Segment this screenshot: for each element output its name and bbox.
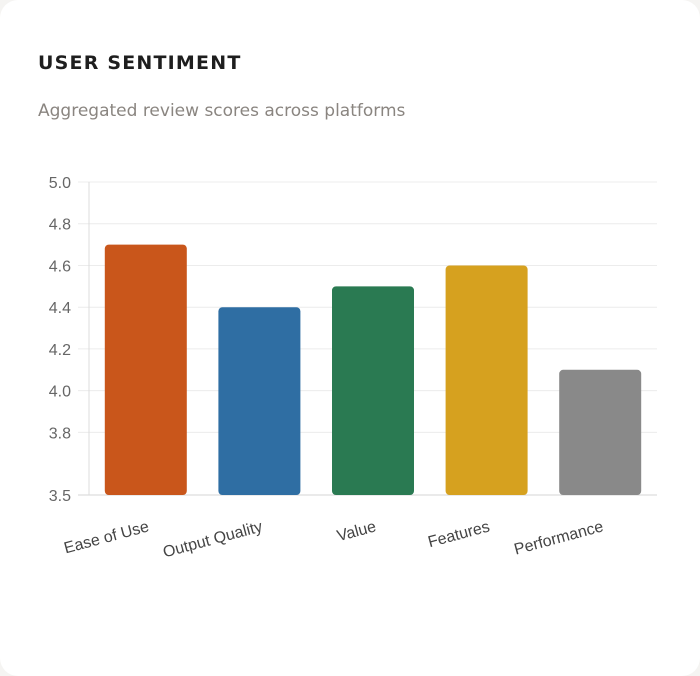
card-subtitle: Aggregated review scores across platform… [38, 101, 406, 121]
y-tick-label: 4.6 [49, 258, 71, 275]
x-category-label: Output Quality [161, 518, 264, 561]
y-tick-label: 5.0 [49, 175, 71, 192]
bars [104, 244, 642, 495]
x-axis-categories: Ease of Use Output Quality Value Features Pe… [62, 518, 605, 561]
x-category-label: Value [335, 518, 378, 545]
bar-features [445, 265, 528, 495]
x-category-label: Ease of Use [62, 518, 151, 557]
y-axis-ticks: 5.0 4.8 4.6 4.4 4.2 4.0 3.8 3.5 [49, 175, 71, 505]
bar-performance [559, 369, 642, 495]
bar-output-quality [218, 307, 301, 495]
x-category-label: Features [426, 518, 491, 551]
card-title: USER SENTIMENT [38, 52, 242, 74]
x-category-label: Performance [512, 518, 605, 558]
bar-value [332, 286, 414, 495]
y-tick-label: 4.2 [49, 342, 71, 359]
bar-ease-of-use [104, 244, 187, 495]
y-tick-label: 4.0 [49, 384, 71, 401]
y-tick-label: 3.8 [49, 425, 71, 442]
y-tick-label: 3.5 [49, 488, 71, 505]
y-tick-label: 4.4 [49, 300, 71, 317]
y-tick-label: 4.8 [49, 217, 71, 234]
